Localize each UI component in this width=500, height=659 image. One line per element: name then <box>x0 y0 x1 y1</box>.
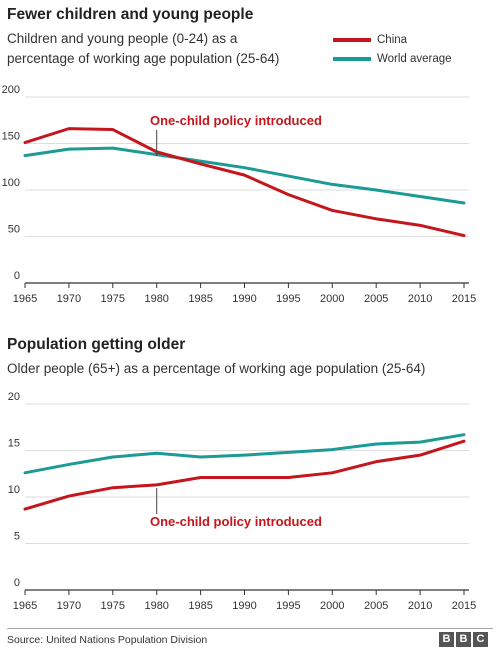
chart-2-x-tick-label: 1990 <box>232 600 256 612</box>
legend-label-world: World average <box>377 52 452 65</box>
chart-1-series-world-average-line <box>23 146 466 205</box>
chart-1-x-tick-label: 1985 <box>188 293 212 305</box>
chart-1-y-tick-label: 50 <box>8 224 20 236</box>
chart-1-x-tick-label: 1995 <box>276 293 300 305</box>
chart-2-x-tick-label: 2000 <box>320 600 344 612</box>
bbc-logo-letter: B <box>439 632 454 647</box>
chart-2-annotation-text: One-child policy introduced <box>150 514 322 529</box>
chart-2-y-tick-label: 0 <box>14 577 20 589</box>
chart-2-y-tick-label: 15 <box>8 438 20 450</box>
chart-1-y-tick-label: 100 <box>2 177 20 189</box>
source-note: Source: United Nations Population Divisi… <box>7 634 208 646</box>
chart-2-y-tick-label: 5 <box>14 531 20 543</box>
chart-2-x-tick-label: 1970 <box>57 600 81 612</box>
chart-1-x-tick-label: 2015 <box>452 293 476 305</box>
bbc-logo: B B C <box>439 632 488 647</box>
chart-1-annotation-text: One-child policy introduced <box>150 113 322 128</box>
footer-divider <box>7 628 493 629</box>
chart-1-x-tick-label: 1975 <box>101 293 125 305</box>
chart-1-series-china-line <box>23 127 466 238</box>
chart-1-subtitle: Children and young people (0-24) as a pe… <box>7 31 280 66</box>
chart-2-x-tick-label: 1965 <box>13 600 37 612</box>
chart-1-x-tick-label: 1965 <box>13 293 37 305</box>
chart-2-x-tick-label: 2015 <box>452 600 476 612</box>
chart-1-y-tick-label: 0 <box>14 270 20 282</box>
chart-2-series-world-average-line <box>23 433 466 475</box>
legend-swatch-world <box>333 56 371 61</box>
chart-2-x-tick-label: 2005 <box>364 600 388 612</box>
chart-2-y-tick-label: 20 <box>8 391 20 403</box>
chart-1-x-tick-label: 2010 <box>408 293 432 305</box>
chart-2-x-tick-label: 1985 <box>188 600 212 612</box>
legend-label-china: China <box>377 33 408 46</box>
chart-1-plot: 0 50 100 150 200 1965 1970 1975 1980 1985 1990 1995… <box>2 84 477 305</box>
bbc-logo-letter: C <box>473 632 488 647</box>
chart-2-title: Population getting older <box>7 336 186 353</box>
chart-2-x-tick-label: 1975 <box>101 600 125 612</box>
chart-1-x-tick-label: 1980 <box>144 293 168 305</box>
chart-1-title: Fewer children and young people <box>7 6 254 23</box>
legend-swatch-china <box>333 37 371 42</box>
legend-item-china: China <box>333 30 452 49</box>
footer: Source: United Nations Population Divisi… <box>0 628 500 659</box>
chart-1-y-tick-label: 200 <box>2 84 20 96</box>
chart-2-x-tick-label: 1995 <box>276 600 300 612</box>
chart-2-x-tick-label: 2010 <box>408 600 432 612</box>
chart-1-x-tick-label: 1970 <box>57 293 81 305</box>
bbc-logo-letter: B <box>456 632 471 647</box>
chart-2-y-tick-label: 10 <box>8 484 20 496</box>
chart-1-x-tick-label: 2005 <box>364 293 388 305</box>
chart-1-y-tick-label: 150 <box>2 131 20 143</box>
chart-2-subtitle: Older people (65+) as a percentage of wo… <box>7 361 426 376</box>
chart-2-x-tick-label: 1980 <box>144 600 168 612</box>
legend: China World average <box>333 30 452 68</box>
chart-1-x-tick-label: 2000 <box>320 293 344 305</box>
chart-2-plot: 0 5 10 15 20 1965 1970 1975 1980 1985 1990 1995 2000… <box>8 391 476 612</box>
legend-item-world: World average <box>333 49 452 68</box>
chart-2-series-china-line <box>23 439 466 511</box>
chart-1-x-tick-label: 1990 <box>232 293 256 305</box>
